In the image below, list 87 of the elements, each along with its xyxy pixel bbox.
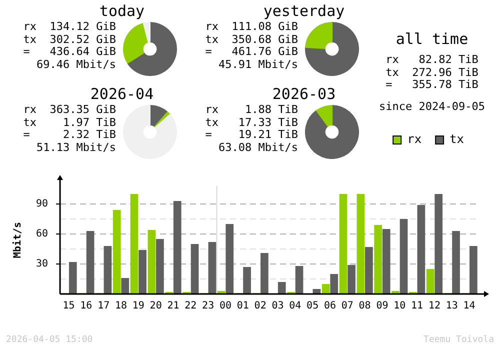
bar <box>208 242 216 294</box>
bar <box>312 289 321 294</box>
bar <box>278 282 286 294</box>
bar <box>260 253 268 294</box>
y-tick-label: 60 <box>36 228 48 240</box>
x-tick-label: 03 <box>272 300 284 312</box>
y-tick-label: 90 <box>36 198 48 210</box>
x-tick-label: 02 <box>254 300 266 312</box>
bar <box>112 210 121 294</box>
x-tick-label: 14 <box>463 300 476 312</box>
text: tx 350.68 GiB <box>205 32 298 46</box>
text: rx 1.88 TiB <box>205 103 298 116</box>
bar <box>190 244 199 294</box>
x-tick-label: 04 <box>289 300 302 312</box>
x-tick-label: 15 <box>62 300 75 312</box>
bar <box>173 201 182 294</box>
bar <box>452 231 460 294</box>
text: 51.13 Mbit/s <box>36 140 116 154</box>
legend-label: tx <box>450 132 464 146</box>
bar <box>426 269 434 294</box>
bar <box>138 250 146 294</box>
bar <box>348 265 356 294</box>
chart-title: yesterday <box>262 2 346 20</box>
text: tx 17.33 TiB <box>205 116 298 129</box>
bar <box>121 278 130 294</box>
x-tick-label: 08 <box>358 300 371 312</box>
bar <box>322 284 330 294</box>
x-tick-label: 12 <box>428 300 440 312</box>
text: tx 272.96 TiB <box>386 66 478 79</box>
chart-title: today <box>98 2 146 20</box>
x-tick-label: 22 <box>184 300 197 312</box>
text: 63.08 Mbit/s <box>218 140 298 154</box>
text: all time <box>394 30 470 48</box>
x-tick-label: 13 <box>446 300 458 312</box>
text: rx 111.08 GiB <box>205 20 298 34</box>
bar <box>130 194 138 294</box>
text: 45.91 Mbit/s <box>218 58 298 71</box>
text: = 2.32 TiB <box>23 128 116 142</box>
text: = 436.64 GiB <box>23 45 116 58</box>
bar <box>295 266 304 294</box>
x-tick-label: 18 <box>114 300 128 312</box>
y-tick-label: 30 <box>36 258 48 270</box>
x-tick-label: 23 <box>202 300 214 312</box>
x-tick-label: 21 <box>167 300 180 312</box>
chart-title: 2026-03 <box>271 85 337 103</box>
bar <box>148 230 156 294</box>
x-tick-label: 10 <box>394 300 406 312</box>
bar <box>243 267 251 294</box>
x-tick-label: 11 <box>411 300 424 312</box>
text: rx 82.82 TiB <box>386 53 478 66</box>
x-tick-label: 01 <box>236 300 249 312</box>
chart-title: 2026-04 <box>89 85 155 103</box>
text: = 19.21 TiB <box>205 128 298 142</box>
bar <box>470 246 478 294</box>
x-tick-label: 00 <box>219 300 232 312</box>
bar <box>330 274 338 294</box>
text: since 2024-09-05 <box>378 100 486 113</box>
bar <box>156 239 164 294</box>
bar <box>365 247 373 294</box>
legend-label: rx <box>407 132 422 146</box>
bar <box>382 229 390 294</box>
x-tick-label: 06 <box>324 300 336 312</box>
x-tick-label: 09 <box>376 300 388 312</box>
bar <box>226 224 234 294</box>
bar <box>86 231 94 294</box>
bar <box>434 194 443 294</box>
x-tick-label: 19 <box>132 300 144 312</box>
bar <box>374 225 382 294</box>
text: = 355.78 TiB <box>386 78 478 92</box>
text: rx 134.12 GiB <box>23 20 116 34</box>
bar <box>356 194 365 294</box>
text: tx 302.52 GiB <box>23 32 116 46</box>
x-tick-label: 07 <box>341 300 354 312</box>
text: = 461.76 GiB <box>205 45 298 58</box>
bar <box>68 262 77 294</box>
bar <box>104 246 112 294</box>
text: 69.46 Mbit/s <box>36 58 116 71</box>
x-tick-label: 20 <box>150 300 162 312</box>
bar <box>417 205 426 294</box>
y-axis-title: Mbit/s <box>12 222 24 258</box>
x-tick-label: 05 <box>306 300 319 312</box>
text: rx 363.35 GiB <box>23 103 116 116</box>
bar <box>400 219 408 294</box>
bar <box>339 194 348 294</box>
x-tick-label: 17 <box>98 300 110 312</box>
text: tx 1.97 TiB <box>23 116 116 129</box>
x-tick-label: 16 <box>80 300 92 312</box>
